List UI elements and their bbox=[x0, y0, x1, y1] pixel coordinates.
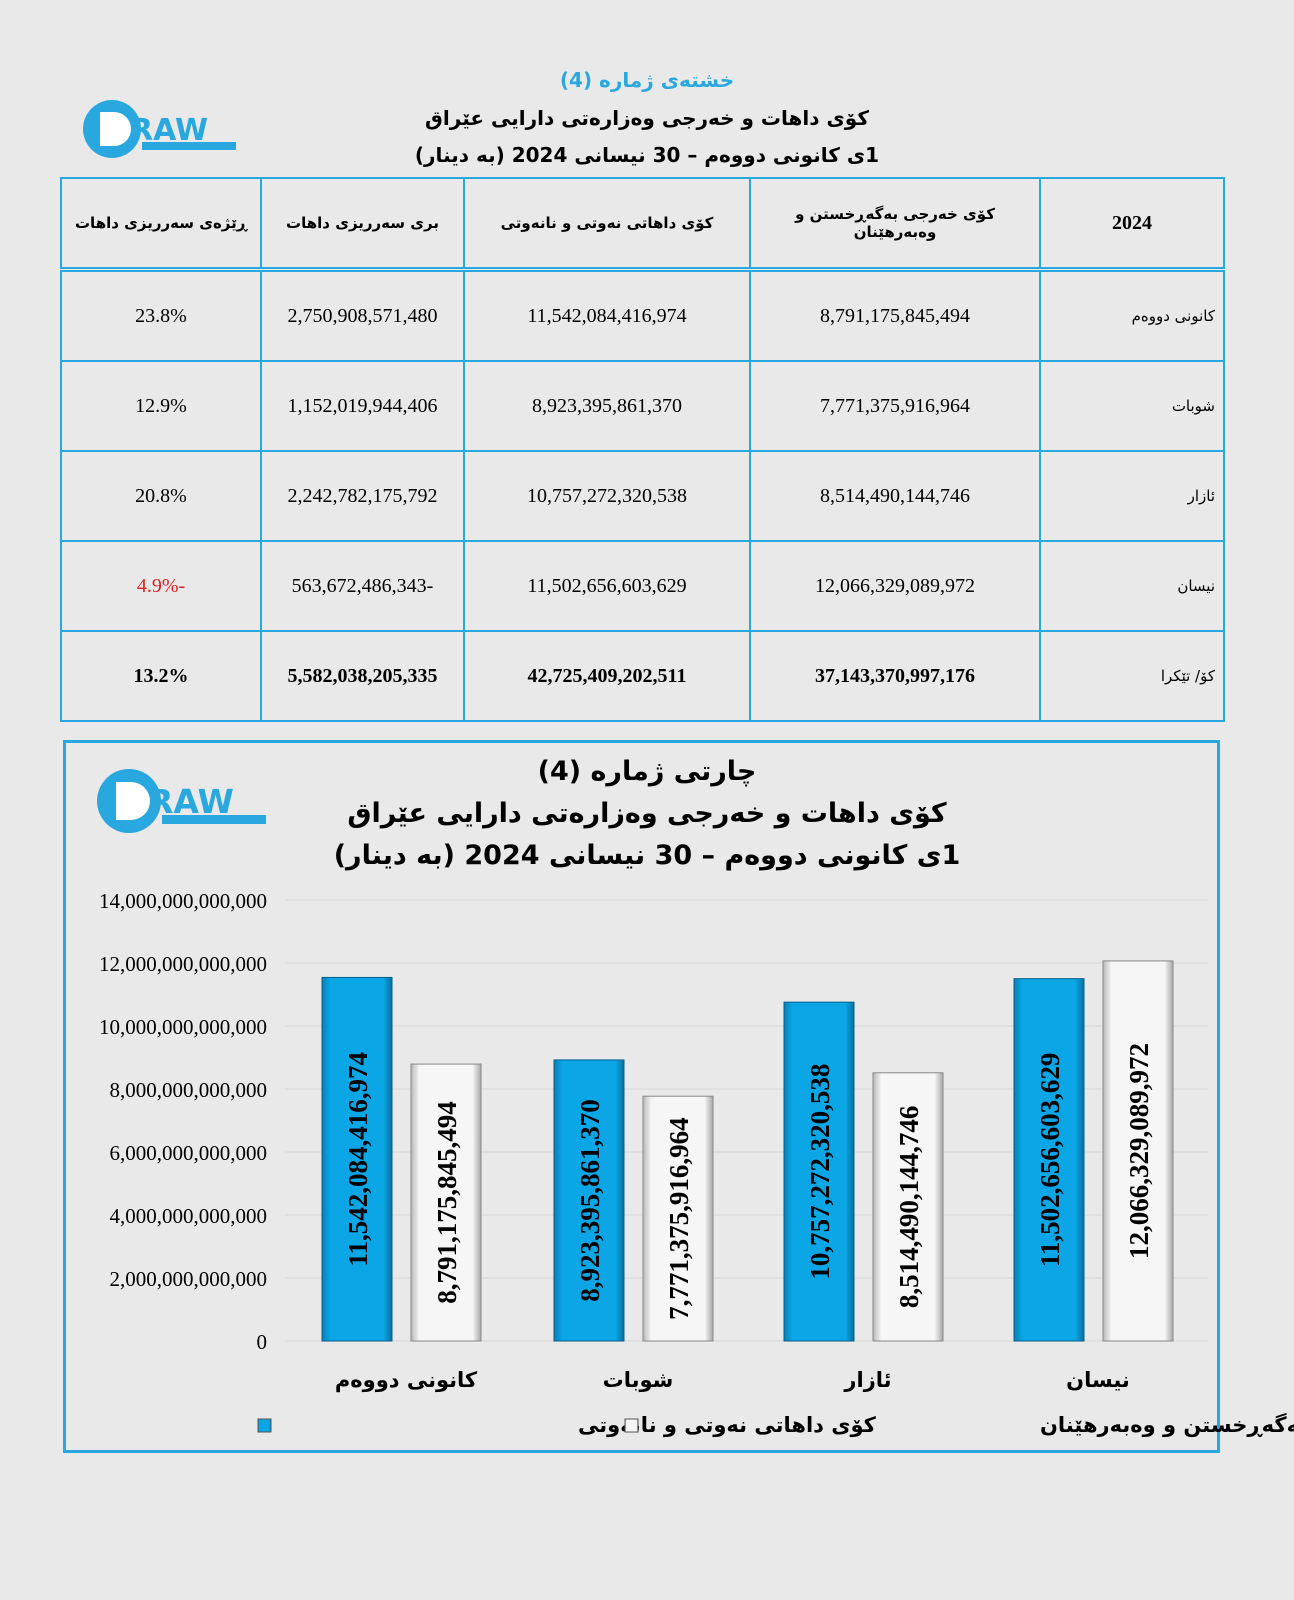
expense-cell: 12,066,329,089,972 bbox=[749, 540, 1041, 632]
bar bbox=[783, 1001, 855, 1342]
legend-label: کۆی داهاتی نەوتی و نانەوتی bbox=[578, 1413, 877, 1437]
table-header-row: 2024 کۆی خەرجی بەگەڕخستن و وەبەرهێنان کۆ… bbox=[60, 177, 1225, 272]
total-row: کۆ/ تێکرا 37,143,370,997,176 42,725,409,… bbox=[60, 630, 1225, 722]
table-subtitle: 1ی کانونی دووەم – 30 نیسانی 2024 (بە دین… bbox=[414, 143, 880, 167]
bar bbox=[872, 1072, 944, 1342]
x-category-label: شوبات bbox=[603, 1368, 674, 1392]
month-cell: شوبات bbox=[1039, 360, 1225, 452]
surplus-cell: -563,672,486,343 bbox=[260, 540, 465, 632]
y-tick-label: 2,000,000,000,000 bbox=[110, 1267, 268, 1291]
chart-title: کۆی داهات و خەرجی وەزارەتی دارایی عێراق bbox=[347, 798, 947, 829]
surplus-cell: 2,242,782,175,792 bbox=[260, 450, 465, 542]
y-tick-label: 12,000,000,000,000 bbox=[99, 952, 267, 976]
bar bbox=[553, 1059, 625, 1342]
surplus-cell: 1,152,019,944,406 bbox=[260, 360, 465, 452]
chart-subtitle: 1ی کانونی دووەم – 30 نیسانی 2024 (بە دین… bbox=[333, 840, 961, 871]
table-caption: خشتەی ژمارە (4) bbox=[559, 68, 735, 92]
revenue-cell: 11,502,656,603,629 bbox=[463, 540, 751, 632]
expense-cell: 8,791,175,845,494 bbox=[749, 268, 1041, 362]
table-title: کۆی داهات و خەرجی وەزارەتی دارایی عێراق bbox=[425, 106, 869, 130]
data-table: 2024 کۆی خەرجی بەگەڕخستن و وەبەرهێنان کۆ… bbox=[60, 177, 1225, 722]
legend-label: کۆی خەرجی بەگەڕخستن و وەبەرهێنان bbox=[1040, 1412, 1294, 1437]
month-cell: نیسان bbox=[1039, 540, 1225, 632]
bar-value-label: 12,066,329,089,972 bbox=[1124, 1043, 1154, 1259]
total-revenue: 42,725,409,202,511 bbox=[463, 630, 751, 722]
bar bbox=[321, 976, 393, 1342]
month-cell: ئازار bbox=[1039, 450, 1225, 542]
y-tick-label: 0 bbox=[257, 1330, 268, 1354]
header-revenue: کۆی داهاتی نەوتی و نانەوتی bbox=[463, 177, 751, 272]
total-surplus: 5,582,038,205,335 bbox=[260, 630, 465, 722]
svg-text:RAW: RAW bbox=[148, 782, 234, 821]
revenue-cell: 8,923,395,861,370 bbox=[463, 360, 751, 452]
bar-value-label: 7,771,375,916,964 bbox=[664, 1117, 694, 1320]
header-surplus: بری سەرریزی داهات bbox=[260, 177, 465, 272]
ratio-cell: 23.8% bbox=[60, 268, 262, 362]
bar-value-label: 10,757,272,320,538 bbox=[805, 1064, 835, 1280]
total-ratio: 13.2% bbox=[60, 630, 262, 722]
table-row: شوبات 7,771,375,916,964 8,923,395,861,37… bbox=[60, 360, 1225, 452]
legend-swatch bbox=[624, 1418, 639, 1433]
bar bbox=[410, 1063, 482, 1342]
x-category-label: ئازار bbox=[843, 1368, 891, 1392]
bar-value-label: 8,514,490,144,746 bbox=[894, 1106, 924, 1309]
header-expense: کۆی خەرجی بەگەڕخستن و وەبەرهێنان bbox=[749, 177, 1041, 272]
month-cell: کانونی دووەم bbox=[1039, 268, 1225, 362]
draw-logo: RAW bbox=[83, 100, 236, 158]
y-tick-label: 10,000,000,000,000 bbox=[99, 1015, 267, 1039]
surplus-cell: 2,750,908,571,480 bbox=[260, 268, 465, 362]
bar-value-label: 8,923,395,861,370 bbox=[575, 1099, 605, 1302]
y-tick-label: 6,000,000,000,000 bbox=[110, 1141, 268, 1165]
ratio-cell: -4.9% bbox=[60, 540, 262, 632]
bar bbox=[642, 1095, 714, 1342]
y-tick-label: 14,000,000,000,000 bbox=[99, 889, 267, 913]
header-ratio: ڕێژەی سەرریزی داهات bbox=[60, 177, 262, 272]
bar-value-label: 11,542,084,416,974 bbox=[343, 1052, 373, 1267]
x-category-label: کانونی دووەم bbox=[335, 1368, 478, 1392]
bar bbox=[1013, 978, 1085, 1342]
bar-value-label: 8,791,175,845,494 bbox=[432, 1101, 462, 1304]
y-tick-label: 4,000,000,000,000 bbox=[110, 1204, 268, 1228]
bar bbox=[1102, 960, 1174, 1342]
total-label: کۆ/ تێکرا bbox=[1039, 630, 1225, 722]
table-row: نیسان 12,066,329,089,972 11,502,656,603,… bbox=[60, 540, 1225, 632]
table-row: کانونی دووەم 8,791,175,845,494 11,542,08… bbox=[60, 268, 1225, 362]
ratio-cell: 20.8% bbox=[60, 450, 262, 542]
legend-swatch bbox=[257, 1418, 272, 1433]
bar-value-label: 11,502,656,603,629 bbox=[1035, 1053, 1065, 1268]
chart-frame bbox=[63, 740, 1220, 1453]
revenue-cell: 10,757,272,320,538 bbox=[463, 450, 751, 542]
header-year: 2024 bbox=[1039, 177, 1225, 272]
table-row: ئازار 8,514,490,144,746 10,757,272,320,5… bbox=[60, 450, 1225, 542]
expense-cell: 8,514,490,144,746 bbox=[749, 450, 1041, 542]
x-category-label: نیسان bbox=[1066, 1368, 1130, 1392]
revenue-cell: 11,542,084,416,974 bbox=[463, 268, 751, 362]
chart-caption: چارتی ژمارە (4) bbox=[537, 756, 757, 787]
ratio-cell: 12.9% bbox=[60, 360, 262, 452]
y-tick-label: 8,000,000,000,000 bbox=[110, 1078, 268, 1102]
draw-logo: RAW bbox=[97, 769, 266, 833]
expense-cell: 7,771,375,916,964 bbox=[749, 360, 1041, 452]
total-expense: 37,143,370,997,176 bbox=[749, 630, 1041, 722]
